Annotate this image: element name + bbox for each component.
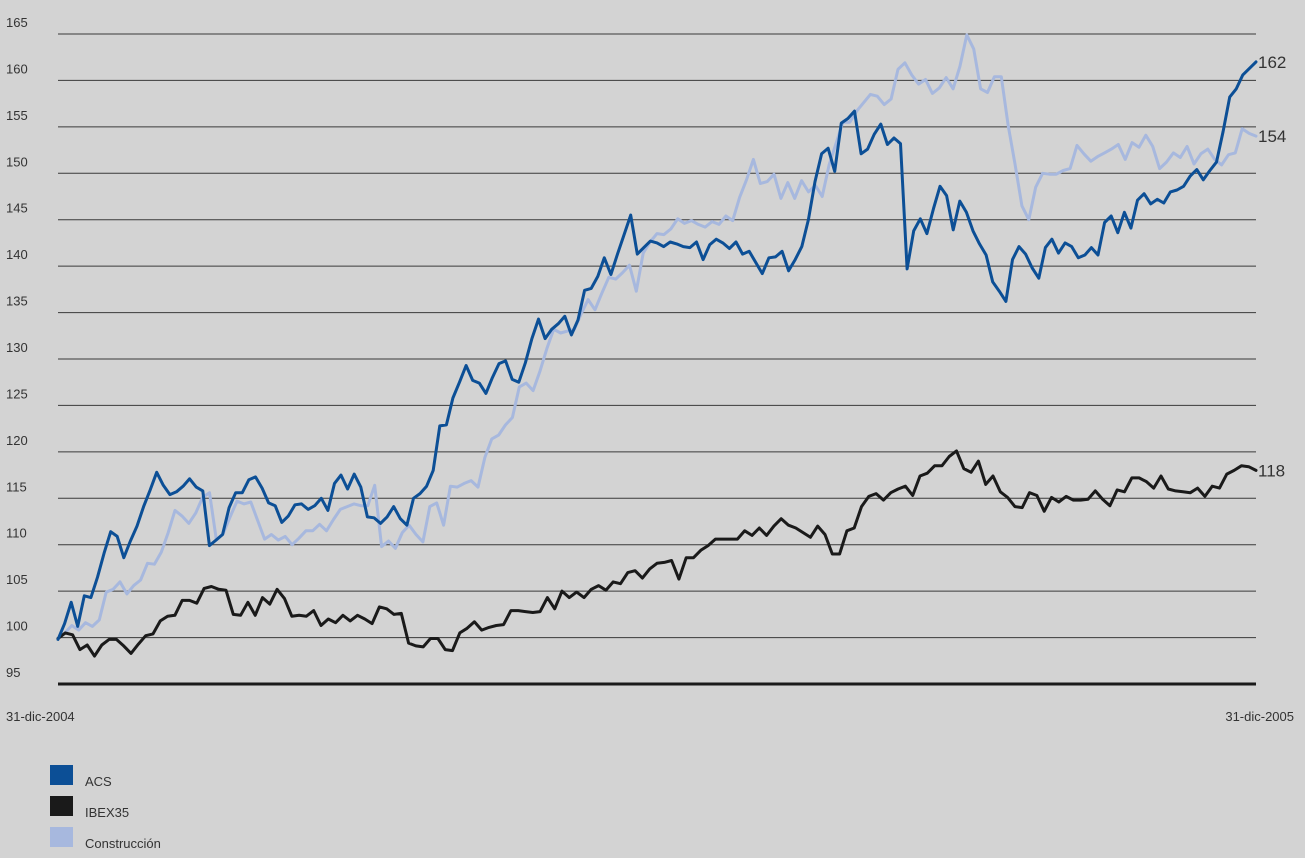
grid-lines <box>58 33 1256 639</box>
y-tick-label: 115 <box>6 479 27 494</box>
y-tick-label: 140 <box>6 247 28 262</box>
legend-label-acs: ACS <box>85 774 112 789</box>
x-end-label: 31-dic-2005 <box>1225 709 1294 724</box>
line-chart: 95 100 105 110 115 120 125 130 135 140 145 150 155 16… <box>6 15 1294 724</box>
y-tick-label: 155 <box>6 108 28 123</box>
end-label: 118 <box>1258 461 1285 480</box>
end-label: 162 <box>1258 53 1286 72</box>
y-tick-label: 130 <box>6 340 28 355</box>
y-tick-label: 145 <box>6 201 28 216</box>
y-tick-label: 160 <box>6 61 28 76</box>
y-tick-label: 135 <box>6 294 28 309</box>
y-tick-label: 95 <box>6 665 20 680</box>
legend-swatch-acs <box>50 765 73 785</box>
series-line-construcci-n <box>56 33 1258 640</box>
y-tick-label: 125 <box>6 386 28 401</box>
legend-label-construccion: Construcción <box>85 836 161 851</box>
legend-label-ibex35: IBEX35 <box>85 805 130 820</box>
y-tick-label: 165 <box>6 15 28 30</box>
end-label: 154 <box>1258 127 1286 146</box>
y-tick-label: 100 <box>6 619 28 634</box>
y-tick-label: 150 <box>6 154 28 169</box>
y-tick-label: 120 <box>6 433 28 448</box>
y-axis-tick-labels: 95 100 105 110 115 120 125 130 135 140 145 150 155 16… <box>6 15 28 680</box>
x-start-label: 31-dic-2004 <box>6 709 75 724</box>
end-labels: 154 118 162 <box>1258 53 1286 481</box>
legend-swatch-construccion <box>50 827 73 847</box>
series-line-ibex35 <box>56 449 1258 658</box>
series-line-acs <box>56 60 1258 641</box>
y-tick-label: 105 <box>6 572 28 587</box>
series-layer <box>56 33 1258 658</box>
legend-swatch-ibex35 <box>50 796 73 816</box>
y-tick-label: 110 <box>6 526 27 541</box>
